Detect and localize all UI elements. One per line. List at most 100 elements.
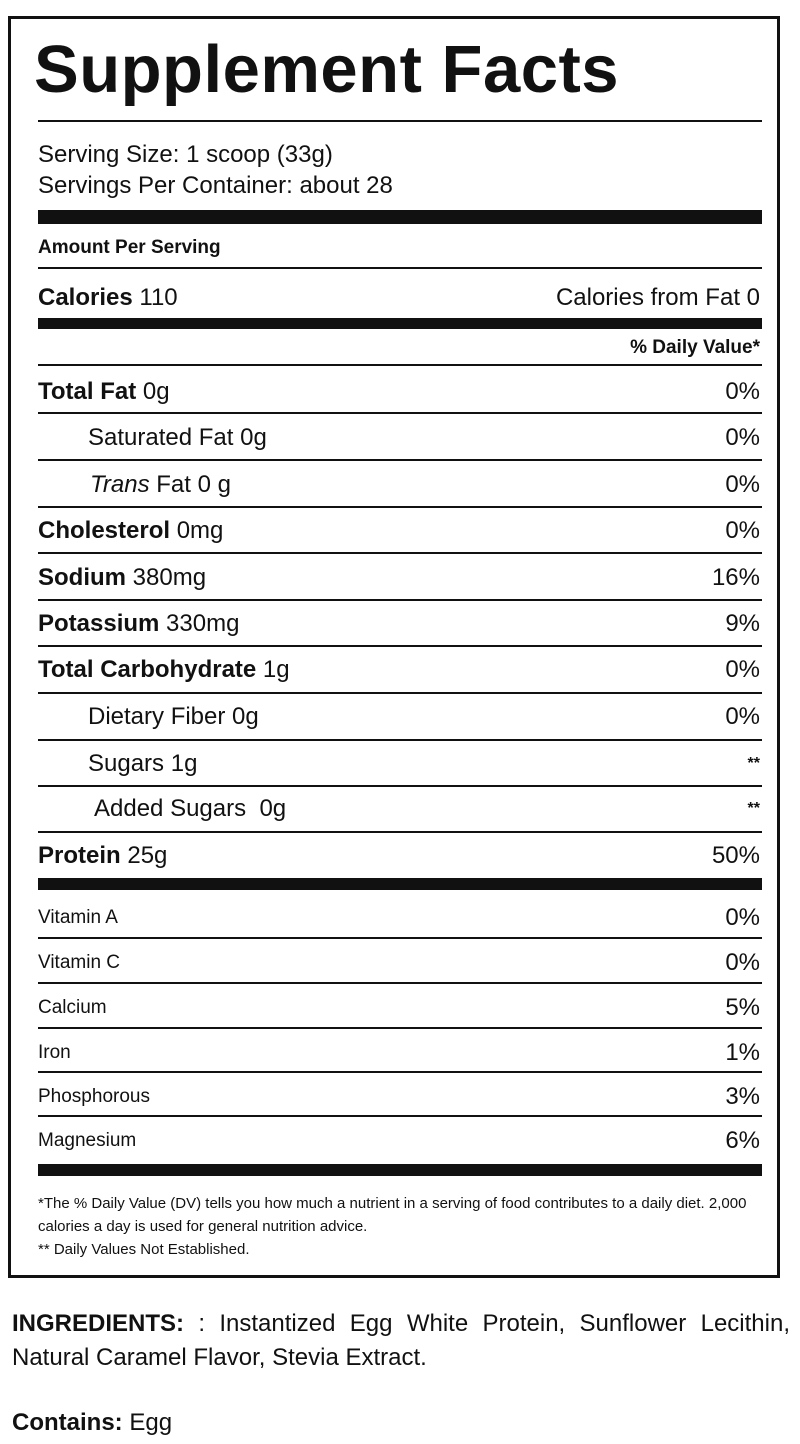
serving-size: Serving Size: 1 scoop (33g) (38, 140, 760, 170)
name: Saturated Fat (88, 424, 234, 451)
amount: 0g (232, 703, 259, 730)
name: Protein (38, 842, 121, 869)
nutrient-row: Sugars 1g ** (88, 749, 760, 779)
dv: 3% (725, 1083, 760, 1110)
divider (38, 982, 762, 984)
name: Sodium (38, 564, 126, 591)
vitamin-row: Vitamin A 0% (38, 903, 760, 933)
label: INGREDIENTS: (12, 1310, 185, 1337)
dv: 0% (725, 378, 760, 405)
nutrient-row: Sodium 380mg 16% (38, 563, 760, 593)
text: Serving Size: 1 scoop (33g) (38, 141, 333, 168)
thick-bar (38, 210, 762, 224)
calories-row: Calories 110 Calories from Fat 0 (38, 283, 760, 313)
dv: ** (747, 755, 760, 772)
ingredients: INGREDIENTS: : Instantized Egg White Pro… (12, 1307, 790, 1375)
nutrient-row: Trans Fat 0 g 0% (90, 470, 760, 500)
name: Vitamin C (38, 952, 121, 973)
divider (38, 785, 762, 787)
dv: 1% (725, 1039, 760, 1066)
divider (38, 1027, 762, 1029)
vitamin-row: Calcium 5% (38, 993, 760, 1023)
footnotes: *The % Daily Value (DV) tells you how mu… (38, 1192, 774, 1261)
calories: Calories 110 (38, 283, 178, 313)
nutrient: Added Sugars 0g (94, 794, 286, 824)
dv: 0% (725, 949, 760, 976)
name: Potassium (38, 610, 160, 637)
divider (38, 645, 762, 647)
nutrient-row: Cholesterol 0mg 0% (38, 516, 760, 546)
nutrient-row: Added Sugars 0g ** (94, 794, 760, 824)
nutrient: Sugars 1g (88, 749, 197, 779)
name: Total Fat (38, 378, 137, 405)
nutrient: Total Carbohydrate 1g (38, 655, 290, 685)
value: 110 (139, 284, 178, 311)
divider (38, 506, 762, 508)
dv: ** (747, 800, 760, 817)
amount: 1g (262, 656, 290, 683)
nutrient-row: Protein 25g 50% (38, 841, 760, 871)
thick-bar (38, 878, 762, 890)
amount: 380mg (132, 564, 207, 591)
dv: 5% (725, 994, 760, 1021)
contains: Contains: Egg (12, 1406, 172, 1440)
thick-bar (38, 318, 762, 329)
nutrient: Dietary Fiber 0g (88, 702, 259, 732)
name: Added Sugars (94, 795, 247, 822)
footnote: ** Daily Values Not Established. (38, 1241, 250, 1258)
name: Calcium (38, 997, 107, 1018)
vitamin-row: Iron 1% (38, 1038, 760, 1068)
name: Iron (38, 1042, 71, 1063)
text: % Daily Value* (630, 337, 760, 358)
divider (38, 120, 762, 122)
dv: 50% (711, 842, 760, 869)
dv: 0% (725, 703, 760, 730)
divider (38, 831, 762, 833)
nutrient: Cholesterol 0mg (38, 516, 223, 546)
divider (38, 739, 762, 741)
nutrient: Sodium 380mg (38, 563, 206, 593)
text: Egg (129, 1409, 173, 1436)
name: Fat (156, 471, 191, 498)
dv: 0% (725, 656, 760, 683)
label: Calories (38, 284, 133, 311)
dv: 0% (725, 424, 760, 451)
divider (38, 599, 762, 601)
amount-per-serving: Amount Per Serving (38, 233, 760, 263)
name: Phosphorous (38, 1086, 150, 1107)
nutrient: Potassium 330mg (38, 609, 239, 639)
text: Amount Per Serving (38, 237, 221, 258)
nutrient-row: Dietary Fiber 0g 0% (88, 702, 760, 732)
title: Supplement Facts (34, 32, 620, 107)
dv: 0% (725, 471, 760, 498)
servings-per-container: Servings Per Container: about 28 (38, 171, 760, 201)
dv: 0% (725, 517, 760, 544)
divider (38, 1071, 762, 1073)
amount: 1g (170, 750, 198, 777)
nutrient: Saturated Fat 0g (88, 423, 267, 453)
text: Servings Per Container: about 28 (38, 172, 393, 199)
nutrient-row: Saturated Fat 0g 0% (88, 423, 760, 453)
dv: 0% (725, 904, 760, 931)
vitamin-row: Phosphorous 3% (38, 1082, 760, 1112)
name: Vitamin A (38, 907, 118, 928)
dv: 6% (725, 1127, 760, 1154)
text: : Instantized Egg White Protein, Sunflow… (12, 1310, 791, 1371)
prefix: Trans (90, 471, 150, 498)
nutrient-row: Total Fat 0g 0% (38, 377, 760, 407)
nutrient: Total Fat 0g (38, 377, 170, 407)
nutrient: Trans Fat 0 g (90, 470, 231, 500)
nutrient: Protein 25g (38, 841, 167, 871)
calories-from-fat: Calories from Fat 0 (555, 284, 760, 311)
divider (38, 1115, 762, 1117)
footnote: *The % Daily Value (DV) tells you how mu… (38, 1195, 747, 1235)
label: Contains: (12, 1409, 123, 1436)
amount: 330mg (166, 610, 240, 637)
divider (38, 364, 762, 366)
divider (38, 267, 762, 269)
nutrient-row: Potassium 330mg 9% (38, 609, 760, 639)
vitamin-row: Magnesium 6% (38, 1126, 760, 1156)
divider (38, 937, 762, 939)
name: Magnesium (38, 1130, 137, 1151)
